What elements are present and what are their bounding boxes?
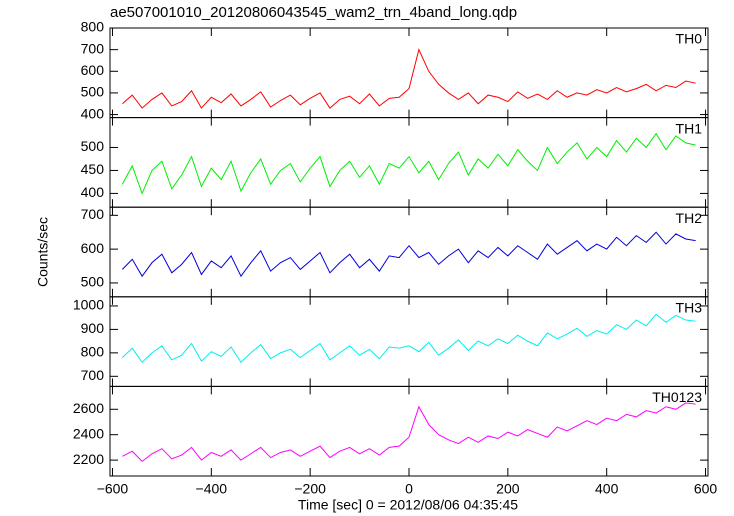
x-tick-label: −400	[196, 481, 228, 497]
panel-label: TH1	[676, 120, 703, 136]
x-tick-label: −600	[97, 481, 129, 497]
panel-frame	[109, 385, 709, 477]
x-tick-label: −200	[294, 481, 326, 497]
y-tick-label: 400	[81, 105, 105, 121]
x-tick-label: 200	[496, 481, 520, 497]
y-axis-label: Counts/sec	[35, 217, 51, 287]
data-line	[121, 132, 696, 195]
panel-frame	[109, 206, 709, 298]
y-tick-label: 600	[81, 62, 105, 78]
y-tick-label: 450	[81, 161, 105, 177]
panel-label: TH0	[676, 31, 703, 47]
y-tick-label: 700	[81, 40, 105, 56]
panel-label: TH2	[676, 210, 703, 226]
x-axis-label: Time [sec] 0 = 2012/08/06 04:35:45	[298, 497, 518, 513]
chart-title: ae507001010_20120806043545_wam2_trn_4ban…	[110, 4, 517, 21]
y-tick-label: 700	[81, 206, 105, 222]
y-tick-label: 1000	[73, 297, 104, 313]
y-tick-label: 500	[81, 84, 105, 100]
data-line	[122, 313, 696, 364]
y-tick-label: 500	[81, 274, 105, 290]
y-tick-label: 800	[81, 344, 105, 360]
y-tick-label: 500	[81, 138, 105, 154]
x-tick-label: 400	[595, 481, 619, 497]
y-tick-label: 400	[81, 184, 105, 200]
panel-frame	[109, 296, 709, 387]
y-tick-label: 2600	[73, 400, 104, 416]
panel-frame	[109, 117, 709, 208]
panel-label: TH3	[676, 300, 703, 316]
data-line	[122, 231, 696, 278]
data-line	[122, 402, 696, 463]
x-tick-label: 0	[405, 481, 413, 497]
x-tick-label: 600	[694, 481, 718, 497]
y-tick-label: 2200	[73, 451, 104, 467]
y-tick-label: 900	[81, 320, 105, 336]
y-tick-label: 2400	[73, 425, 104, 441]
y-tick-label: 700	[81, 367, 105, 383]
y-tick-label: 600	[81, 240, 105, 256]
panel-label: TH0123	[652, 389, 702, 405]
y-tick-label: 800	[81, 19, 105, 35]
data-line	[122, 48, 696, 109]
